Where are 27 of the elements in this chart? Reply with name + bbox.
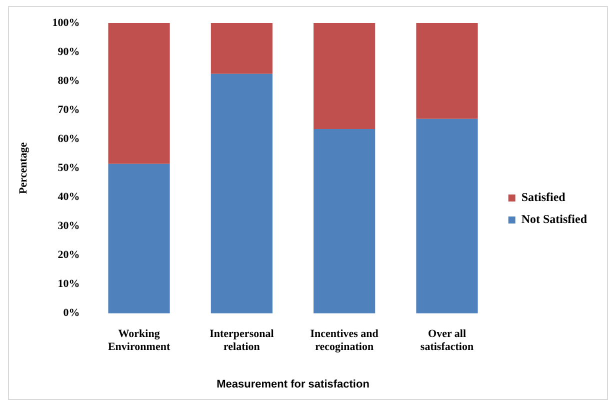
bar bbox=[108, 164, 170, 314]
legend-label: Not Satisfied bbox=[521, 212, 588, 226]
y-tick-label: 20% bbox=[58, 249, 80, 262]
bar bbox=[314, 128, 376, 314]
y-axis-title: Percentage bbox=[17, 142, 30, 194]
x-tick-label: Interpersonal relation bbox=[210, 328, 274, 354]
y-tick-label: 100% bbox=[52, 16, 80, 29]
bar bbox=[416, 118, 478, 314]
x-axis-title: Measurement for satisfaction bbox=[216, 378, 370, 390]
bar bbox=[314, 23, 376, 129]
legend-label: Satisfied bbox=[521, 190, 566, 204]
y-tick-label: 40% bbox=[58, 191, 80, 204]
bar bbox=[416, 23, 478, 119]
y-tick-label: 0% bbox=[63, 307, 80, 320]
y-tick-label: 50% bbox=[58, 162, 80, 174]
y-tick-label: 70% bbox=[58, 104, 80, 116]
bar bbox=[210, 74, 272, 314]
y-tick-label: 80% bbox=[58, 74, 80, 87]
x-tick-label: Working Environment bbox=[108, 328, 170, 354]
y-tick-label: 60% bbox=[58, 133, 80, 146]
bar bbox=[108, 23, 170, 164]
x-tick-label: Over all satisfaction bbox=[420, 328, 474, 354]
y-tick-label: 90% bbox=[58, 46, 80, 58]
y-tick-label: 10% bbox=[58, 278, 80, 290]
y-tick-label: 30% bbox=[58, 220, 80, 232]
x-tick-label: Incentives and recogination bbox=[310, 328, 378, 354]
bar bbox=[210, 23, 272, 74]
